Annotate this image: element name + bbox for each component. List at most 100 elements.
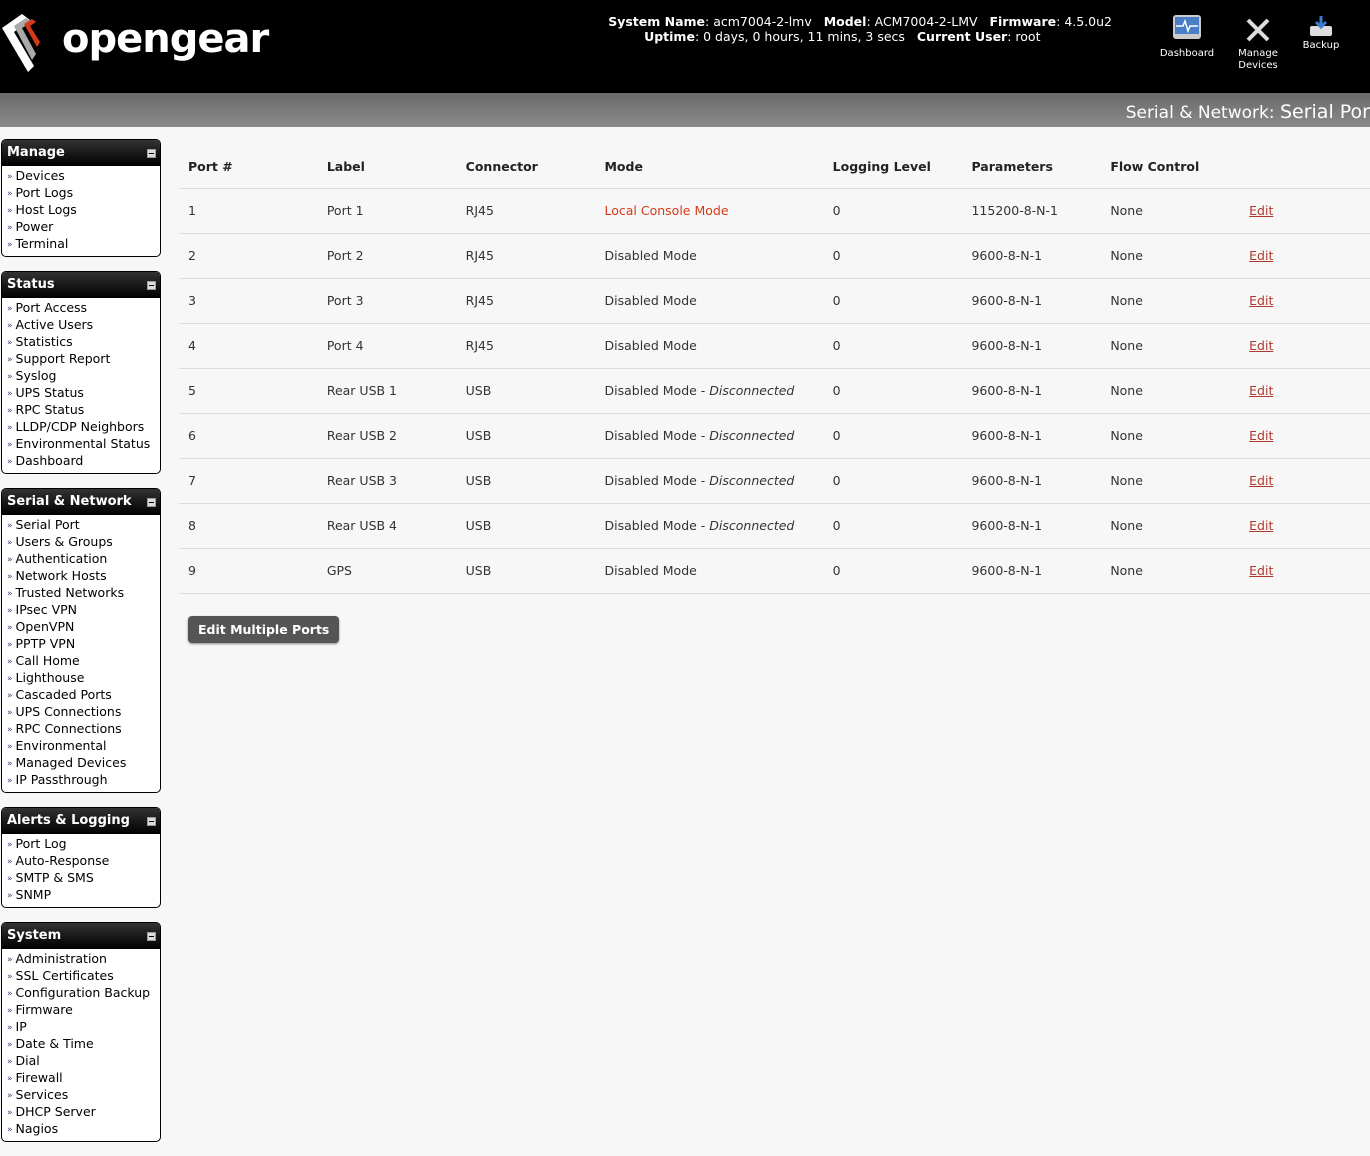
sidebar-item[interactable]: Environmental xyxy=(7,738,160,755)
sidebar-section-manage: Manage DevicesPort LogsHost LogsPowerTerm… xyxy=(1,139,161,257)
sidebar-item[interactable]: Firmware xyxy=(7,1002,160,1019)
sidebar-item[interactable]: Configuration Backup xyxy=(7,985,160,1002)
sidebar-item[interactable]: RPC Connections xyxy=(7,721,160,738)
sidebar-item[interactable]: RPC Status xyxy=(7,402,160,419)
port-label: Port 1 xyxy=(317,188,457,234)
sidebar-item[interactable]: IPsec VPN xyxy=(7,602,160,619)
table-row: 8 Rear USB 4 USB Disabled Mode - Disconn… xyxy=(179,503,1370,549)
section-header[interactable]: Status xyxy=(2,272,160,298)
sidebar-item[interactable]: OpenVPN xyxy=(7,619,160,636)
sidebar-item[interactable]: Trusted Networks xyxy=(7,585,160,602)
connector: USB xyxy=(456,503,596,549)
connector: RJ45 xyxy=(456,278,596,324)
sidebar-item[interactable]: Call Home xyxy=(7,653,160,670)
logging-level: 0 xyxy=(823,278,963,324)
manage-devices-button[interactable]: Manage Devices xyxy=(1223,16,1293,72)
collapse-icon[interactable] xyxy=(147,149,156,158)
port-label: Rear USB 1 xyxy=(317,368,457,414)
sidebar-item[interactable]: Syslog xyxy=(7,368,160,385)
sidebar-item[interactable]: Dial xyxy=(7,1053,160,1070)
sidebar-item[interactable]: Power xyxy=(7,219,160,236)
sidebar-item[interactable]: Serial Port xyxy=(7,517,160,534)
flow-control: None xyxy=(1101,233,1241,279)
sidebar-item[interactable]: Statistics xyxy=(7,334,160,351)
sidebar-item[interactable]: Managed Devices xyxy=(7,755,160,772)
sidebar-item[interactable]: Support Report xyxy=(7,351,160,368)
sidebar-item[interactable]: Port Access xyxy=(7,300,160,317)
system-name: acm7004-2-lmv xyxy=(713,14,812,29)
sidebar-item[interactable]: UPS Status xyxy=(7,385,160,402)
sidebar-item[interactable]: Active Users xyxy=(7,317,160,334)
column-header: Logging Level xyxy=(823,145,963,189)
sidebar-item[interactable]: IP xyxy=(7,1019,160,1036)
sidebar-item[interactable]: Cascaded Ports xyxy=(7,687,160,704)
connector: RJ45 xyxy=(456,188,596,234)
edit-link[interactable]: Edit xyxy=(1249,248,1274,263)
sidebar-item[interactable]: Port Logs xyxy=(7,185,160,202)
edit-link[interactable]: Edit xyxy=(1249,383,1274,398)
flow-control: None xyxy=(1101,548,1241,594)
sidebar-item[interactable]: Auto-Response xyxy=(7,853,160,870)
port-number: 5 xyxy=(179,368,318,414)
sidebar-item[interactable]: Host Logs xyxy=(7,202,160,219)
edit-link[interactable]: Edit xyxy=(1249,518,1274,533)
edit-link[interactable]: Edit xyxy=(1249,203,1274,218)
edit-link[interactable]: Edit xyxy=(1249,338,1274,353)
sidebar-item[interactable]: Network Hosts xyxy=(7,568,160,585)
backup-button[interactable]: Backup xyxy=(1286,14,1356,52)
flow-control: None xyxy=(1101,368,1241,414)
sidebar-item[interactable]: Authentication xyxy=(7,551,160,568)
sidebar-item[interactable]: Environmental Status xyxy=(7,436,160,453)
column-header: Mode xyxy=(595,145,824,189)
mode: Disabled Mode - Disconnected xyxy=(595,368,824,414)
section-header[interactable]: System xyxy=(2,923,160,949)
sidebar-item[interactable]: Devices xyxy=(7,168,160,185)
flow-control: None xyxy=(1101,188,1241,234)
parameters: 115200-8-N-1 xyxy=(962,188,1102,234)
collapse-icon[interactable] xyxy=(147,281,156,290)
backup-drive-icon xyxy=(1310,16,1332,36)
sidebar-item[interactable]: Terminal xyxy=(7,236,160,253)
sidebar-item[interactable]: SSL Certificates xyxy=(7,968,160,985)
connector: USB xyxy=(456,368,596,414)
dashboard-button[interactable]: Dashboard xyxy=(1152,14,1222,60)
sidebar-item[interactable]: UPS Connections xyxy=(7,704,160,721)
sidebar-item[interactable]: SNMP xyxy=(7,887,160,904)
edit-link[interactable]: Edit xyxy=(1249,293,1274,308)
edit-link[interactable]: Edit xyxy=(1249,563,1274,578)
collapse-icon[interactable] xyxy=(147,932,156,941)
column-header: Port # xyxy=(179,145,318,189)
sidebar-item[interactable]: Administration xyxy=(7,951,160,968)
sidebar-item[interactable]: Port Log xyxy=(7,836,160,853)
section-header[interactable]: Alerts & Logging xyxy=(2,808,160,834)
collapse-icon[interactable] xyxy=(147,817,156,826)
collapse-icon[interactable] xyxy=(147,498,156,507)
sidebar-item[interactable]: Lighthouse xyxy=(7,670,160,687)
table-row: 6 Rear USB 2 USB Disabled Mode - Disconn… xyxy=(179,413,1370,459)
sidebar-item[interactable]: DHCP Server xyxy=(7,1104,160,1121)
parameters: 9600-8-N-1 xyxy=(962,233,1102,279)
section-header[interactable]: Manage xyxy=(2,140,160,166)
logging-level: 0 xyxy=(823,503,963,549)
logging-level: 0 xyxy=(823,188,963,234)
more-button[interactable]: L xyxy=(1332,46,1370,58)
column-header: Parameters xyxy=(962,145,1102,189)
edit-link[interactable]: Edit xyxy=(1249,473,1274,488)
edit-link[interactable]: Edit xyxy=(1249,428,1274,443)
sidebar-item[interactable]: PPTP VPN xyxy=(7,636,160,653)
sidebar-item[interactable]: IP Passthrough xyxy=(7,772,160,789)
table-row: 5 Rear USB 1 USB Disabled Mode - Disconn… xyxy=(179,368,1370,414)
sidebar-item[interactable]: Users & Groups xyxy=(7,534,160,551)
sidebar-item[interactable]: LLDP/CDP Neighbors xyxy=(7,419,160,436)
sidebar-item[interactable]: Dashboard xyxy=(7,453,160,470)
opengear-logo[interactable]: opengear xyxy=(0,10,270,75)
mode: Local Console Mode xyxy=(595,188,824,234)
sidebar-section-serial-network: Serial & Network Serial PortUsers & Group… xyxy=(1,488,161,793)
sidebar-item[interactable]: SMTP & SMS xyxy=(7,870,160,887)
sidebar-item[interactable]: Nagios xyxy=(7,1121,160,1138)
sidebar-item[interactable]: Firewall xyxy=(7,1070,160,1087)
edit-multiple-ports-button[interactable]: Edit Multiple Ports xyxy=(188,616,340,643)
port-number: 7 xyxy=(179,458,318,504)
section-header[interactable]: Serial & Network xyxy=(2,489,160,515)
sidebar-item[interactable]: Services xyxy=(7,1087,160,1104)
